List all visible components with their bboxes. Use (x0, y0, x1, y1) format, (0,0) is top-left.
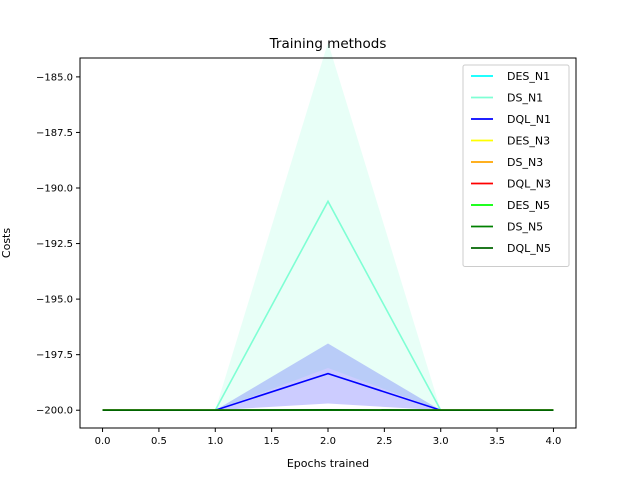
x-tick-label: 0.5 (151, 436, 167, 447)
band-dql-n1 (102, 343, 554, 411)
y-tick-label: −190.0 (36, 184, 73, 195)
y-axis-label: Costs (0, 228, 13, 258)
legend-label-des-n3: DES_N3 (507, 135, 550, 148)
y-tick-label: −195.0 (36, 295, 73, 306)
y-tick-label: −200.0 (36, 406, 73, 417)
legend-label-dql-n3: DQL_N3 (507, 178, 551, 191)
x-tick-label: 3.5 (489, 436, 505, 447)
x-tick-label: 0.0 (95, 436, 111, 447)
y-tick-label: −197.5 (36, 350, 73, 361)
legend: DES_N1 DS_N1 DQL_N1 DES_N3 DS_N3 DQL_N3 DES_N5… (462, 64, 570, 267)
y-tick-label: −192.5 (36, 239, 73, 250)
x-axis-ticks: 0.0 0.5 1.0 1.5 2.0 2.5 3.0 3.5 4.0 (95, 428, 562, 447)
x-tick-label: 2.5 (376, 436, 392, 447)
y-axis-ticks: −185.0 −187.5 −190.0 −192.5 −195.0 −197.5 −200… (36, 72, 80, 417)
x-axis-label: Epochs trained (287, 457, 369, 470)
legend-label-des-n5: DES_N5 (507, 199, 550, 212)
series-lines (102, 199, 554, 412)
legend-label-ds-n1: DS_N1 (507, 92, 543, 105)
legend-label-des-n1: DES_N1 (507, 70, 550, 83)
chart-title: Training methods (269, 36, 387, 52)
x-tick-label: 3.0 (433, 436, 449, 447)
band-ds-n1 (102, 42, 554, 411)
x-tick-label: 4.0 (546, 436, 562, 447)
x-tick-label: 1.0 (207, 436, 223, 447)
legend-label-dql-n1: DQL_N1 (507, 113, 551, 126)
x-tick-label: 1.5 (264, 436, 280, 447)
legend-label-dql-n5: DQL_N5 (507, 242, 551, 255)
y-tick-label: −185.0 (36, 72, 73, 83)
y-tick-label: −187.5 (36, 128, 73, 139)
legend-label-ds-n3: DS_N3 (507, 156, 543, 169)
legend-box (462, 64, 570, 267)
x-tick-label: 2.0 (320, 436, 336, 447)
legend-label-ds-n5: DS_N5 (507, 221, 543, 234)
